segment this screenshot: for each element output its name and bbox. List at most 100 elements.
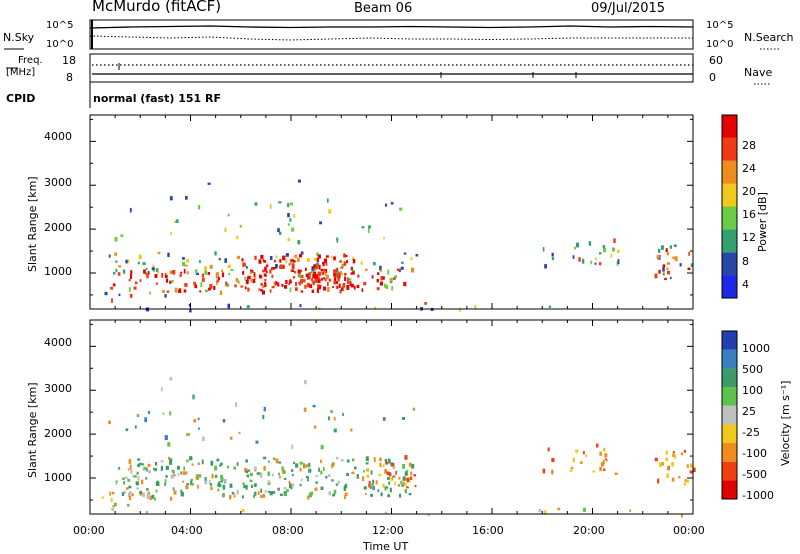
echo-cell (610, 253, 613, 258)
echo-cell (201, 436, 205, 442)
echo-cell (211, 473, 214, 479)
echo-cell (275, 255, 278, 259)
echo-cell (128, 279, 131, 282)
echo-cell (318, 467, 320, 472)
echo-cell (121, 492, 125, 496)
echo-cell (387, 458, 391, 464)
echo-cell (308, 274, 311, 279)
echo-cell (229, 494, 232, 500)
echo-cell (210, 460, 214, 466)
echo-cell (169, 411, 172, 416)
echo-cell (664, 277, 667, 281)
echo-cell (198, 427, 200, 430)
echo-cell (333, 269, 336, 273)
echo-cell (147, 463, 151, 467)
noise-right-tick-top: 10^5 (706, 20, 734, 31)
echo-cell (245, 459, 248, 463)
echo-cell (351, 471, 355, 475)
echo-cell (320, 486, 324, 490)
echo-cell (318, 264, 321, 270)
echo-cell (125, 259, 129, 264)
echo-cell (185, 264, 188, 267)
echo-cell (316, 252, 319, 256)
echo-cell (165, 274, 168, 279)
echo-cell (341, 263, 344, 267)
echo-cell (255, 440, 259, 444)
echo-cell (207, 272, 210, 275)
echo-cell (673, 244, 677, 247)
echo-cell (139, 279, 142, 283)
echo-cell (180, 489, 183, 493)
echo-cell (336, 271, 339, 276)
echo-cell (146, 511, 148, 514)
echo-cell (208, 287, 211, 291)
echo-cell (582, 258, 585, 264)
echo-cell (111, 507, 115, 511)
echo-cell (127, 479, 131, 482)
echo-cell (291, 227, 295, 232)
echo-cell (317, 279, 321, 283)
echo-cell (318, 284, 322, 287)
echo-cell (382, 464, 385, 468)
echo-cell (309, 272, 312, 275)
echo-cell (367, 228, 370, 233)
echo-cell (214, 251, 217, 256)
echo-cell (271, 274, 274, 278)
velocity-plot (90, 320, 696, 518)
echo-cell (247, 287, 250, 292)
echo-cell (408, 462, 412, 467)
echo-cell (324, 258, 327, 263)
x-tick: 08:00 (272, 524, 304, 537)
echo-cell (265, 270, 268, 273)
echo-cell (314, 274, 318, 279)
echo-cell (680, 452, 683, 456)
echo-cell (288, 263, 291, 266)
echo-cell (311, 266, 315, 271)
echo-cell (281, 283, 284, 287)
echo-cell (656, 255, 660, 259)
echo-cell (283, 487, 287, 490)
echo-cell (311, 268, 315, 273)
echo-cell (662, 266, 665, 272)
echo-cell (333, 256, 336, 261)
echo-cell (363, 281, 367, 286)
echo-cell (205, 289, 209, 293)
echo-cell (127, 503, 130, 507)
echo-cell (333, 271, 336, 274)
echo-cell (661, 245, 664, 250)
echo-cell (260, 254, 264, 259)
echo-cell (292, 260, 296, 263)
echo-cell (169, 460, 173, 465)
echo-cell (542, 468, 546, 474)
echo-cell (599, 252, 602, 255)
echo-cell (376, 287, 380, 291)
echo-cell (204, 480, 208, 485)
echo-cell (332, 493, 335, 497)
echo-cell (175, 219, 179, 223)
echo-cell (155, 462, 158, 466)
velocity-colorbar-segment (722, 368, 737, 387)
echo-cell (278, 201, 282, 204)
echo-cell (387, 269, 390, 275)
echo-cell (262, 456, 267, 460)
echo-cell (144, 417, 147, 423)
echo-cell (157, 252, 161, 255)
echo-cell (136, 414, 140, 417)
echo-cell (251, 270, 254, 273)
echo-cell (316, 257, 319, 263)
echo-cell (128, 459, 132, 464)
echo-cell (401, 261, 404, 264)
echo-cell (137, 464, 140, 467)
echo-cell (140, 479, 144, 485)
echo-cell (684, 479, 687, 482)
echo-cell (263, 406, 266, 412)
echo-cell (344, 492, 348, 497)
echo-cell (108, 420, 111, 424)
echo-cell (606, 459, 608, 462)
echo-cell (328, 491, 331, 496)
echo-cell (657, 478, 660, 484)
echo-cell (350, 428, 353, 432)
echo-cell (297, 269, 301, 274)
echo-cell (264, 489, 267, 493)
echo-cell (154, 497, 156, 501)
